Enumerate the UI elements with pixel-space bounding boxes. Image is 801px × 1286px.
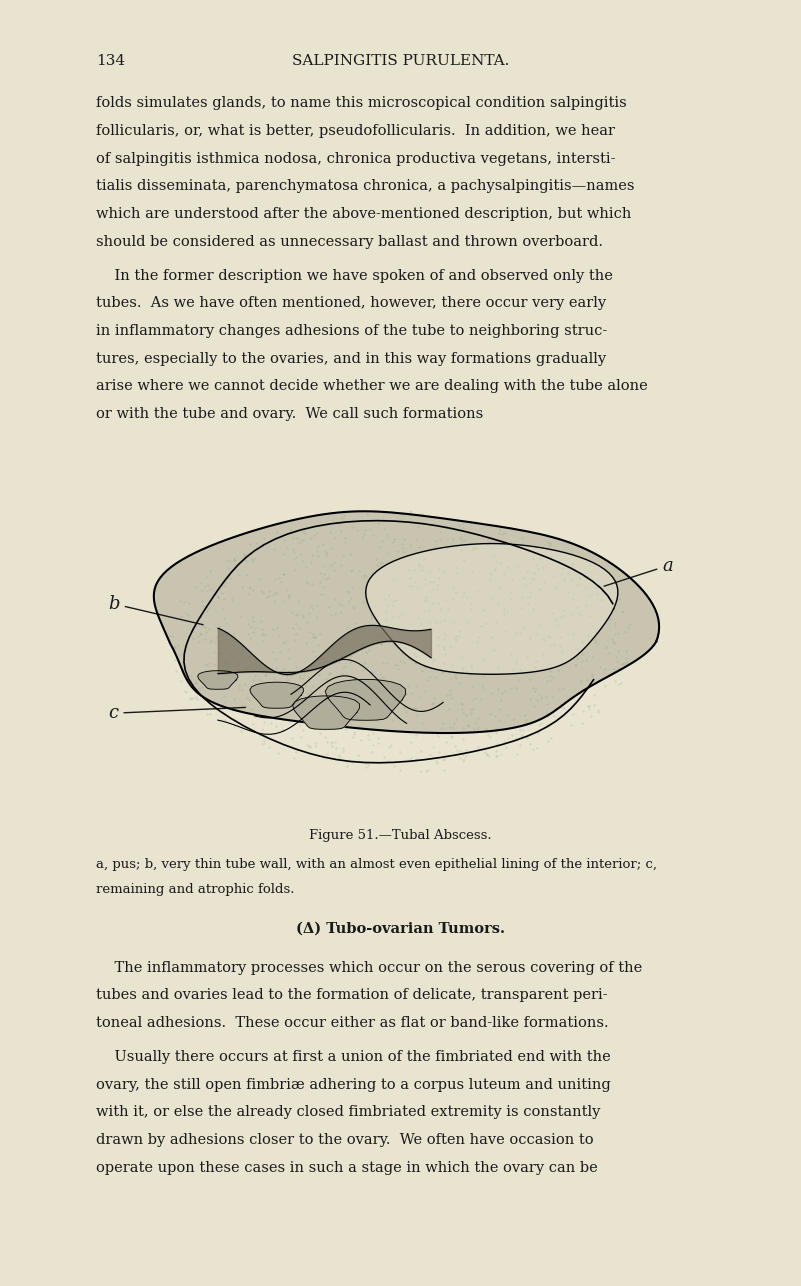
Text: in inflammatory changes adhesions of the tube to neighboring struc-: in inflammatory changes adhesions of the… <box>96 324 607 338</box>
Text: of salpingitis isthmica nodosa, chronica productiva vegetans, intersti-: of salpingitis isthmica nodosa, chronica… <box>96 152 616 166</box>
Text: operate upon these cases in such a stage in which the ovary can be: operate upon these cases in such a stage… <box>96 1161 598 1174</box>
Text: remaining and atrophic folds.: remaining and atrophic folds. <box>96 883 295 896</box>
Polygon shape <box>154 512 659 733</box>
Polygon shape <box>250 682 304 709</box>
Polygon shape <box>292 696 360 729</box>
Text: In the former description we have spoken of and observed only the: In the former description we have spoken… <box>96 269 613 283</box>
Text: folds simulates glands, to name this microscopical condition salpingitis: folds simulates glands, to name this mic… <box>96 96 627 111</box>
Text: a, pus; b, very thin tube wall, with an almost even epithelial lining of the int: a, pus; b, very thin tube wall, with an … <box>96 858 657 871</box>
Text: 134: 134 <box>96 54 125 68</box>
Text: toneal adhesions.  These occur either as flat or band-like formations.: toneal adhesions. These occur either as … <box>96 1016 609 1030</box>
Text: tubes.  As we have often mentioned, however, there occur very early: tubes. As we have often mentioned, howev… <box>96 296 606 310</box>
Text: c: c <box>108 705 246 723</box>
Text: which are understood after the above-mentioned description, but which: which are understood after the above-men… <box>96 207 631 221</box>
Text: tialis disseminata, parenchymatosa chronica, a pachysalpingitis—names: tialis disseminata, parenchymatosa chron… <box>96 179 634 193</box>
Text: Usually there occurs at first a union of the fimbriated end with the: Usually there occurs at first a union of… <box>96 1051 611 1064</box>
Text: tubes and ovaries lead to the formation of delicate, transparent peri-: tubes and ovaries lead to the formation … <box>96 989 608 1002</box>
Polygon shape <box>366 544 618 674</box>
Text: drawn by adhesions closer to the ovary.  We often have occasion to: drawn by adhesions closer to the ovary. … <box>96 1133 594 1147</box>
Text: or with the tube and ovary.  We call such formations: or with the tube and ovary. We call such… <box>96 406 483 421</box>
Text: b: b <box>108 595 203 625</box>
Text: (Δ) Tubo-ovarian Tumors.: (Δ) Tubo-ovarian Tumors. <box>296 922 505 936</box>
Text: arise where we cannot decide whether we are dealing with the tube alone: arise where we cannot decide whether we … <box>96 379 648 394</box>
Text: ovary, the still open fimbriæ adhering to a corpus luteum and uniting: ovary, the still open fimbriæ adhering t… <box>96 1078 611 1092</box>
Text: The inflammatory processes which occur on the serous covering of the: The inflammatory processes which occur o… <box>96 961 642 975</box>
Text: follicularis, or, what is better, pseudofollicularis.  In addition, we hear: follicularis, or, what is better, pseudo… <box>96 123 615 138</box>
Polygon shape <box>198 671 238 689</box>
Text: Figure 51.—Tubal Abscess.: Figure 51.—Tubal Abscess. <box>309 829 492 842</box>
Text: with it, or else the already closed fimbriated extremity is constantly: with it, or else the already closed fimb… <box>96 1106 601 1119</box>
Text: a: a <box>604 557 673 586</box>
Text: should be considered as unnecessary ballast and thrown overboard.: should be considered as unnecessary ball… <box>96 234 603 248</box>
Polygon shape <box>325 679 405 720</box>
Text: tures, especially to the ovaries, and in this way formations gradually: tures, especially to the ovaries, and in… <box>96 351 606 365</box>
Text: SALPINGITIS PURULENTA.: SALPINGITIS PURULENTA. <box>292 54 509 68</box>
